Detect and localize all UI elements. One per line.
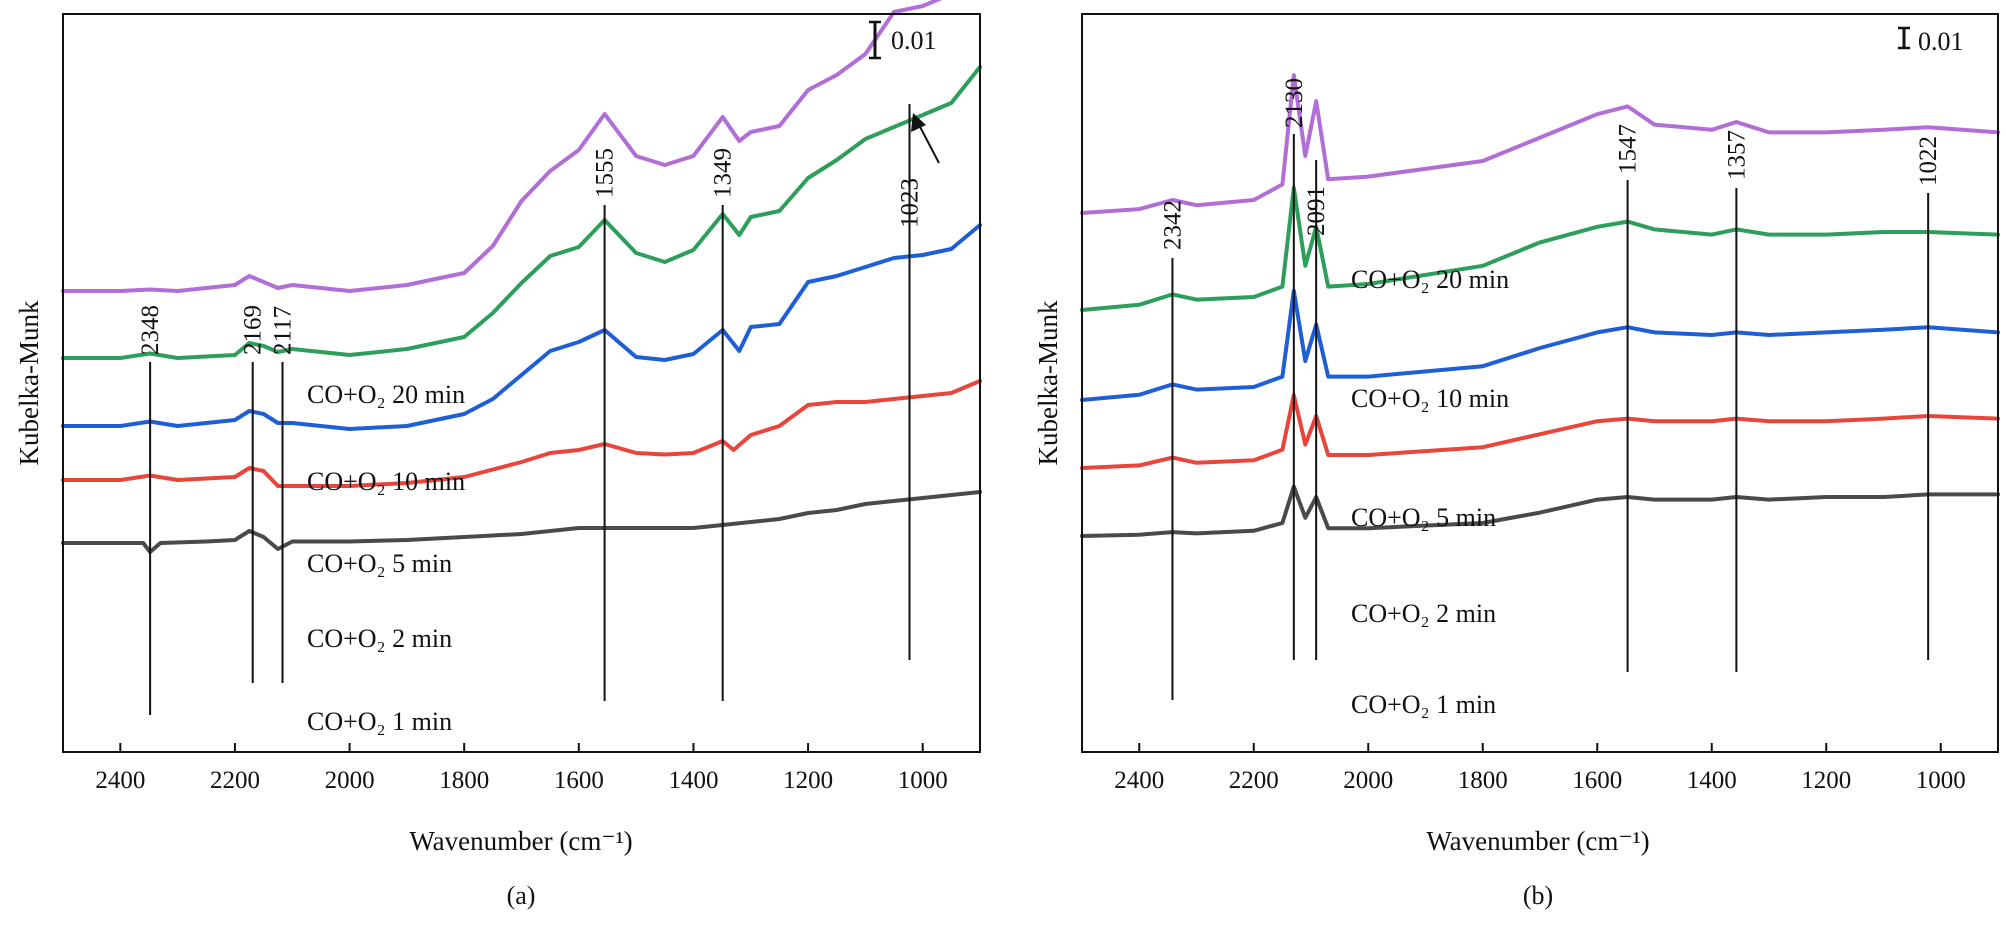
x-tick-label: 1200 [1801, 767, 1851, 794]
x-tick-label: 1800 [439, 767, 489, 794]
series-line [61, 379, 982, 488]
peak-label: 1349 [710, 148, 737, 198]
series-label: CO+O₂ 2 min [307, 624, 452, 653]
x-tick-label: 1200 [783, 767, 833, 794]
series-label: CO+O₂ 5 min [1351, 503, 1496, 532]
x-tick-label: 2400 [95, 767, 145, 794]
panel-a-x-ticks: 2400 2200 2000 1800 1600 1400 1200 1000 [95, 743, 948, 794]
panel-a-x-axis-title: Wavenumber (cm⁻¹) [409, 826, 632, 856]
panel-a-arrow [911, 113, 940, 164]
x-tick-label: 1600 [1572, 767, 1622, 794]
series-label: CO+O₂ 2 min [1351, 599, 1496, 628]
series-line [1080, 185, 2000, 312]
peak-label: 2342 [1159, 200, 1186, 250]
panel-b-scale-bar [1898, 26, 1910, 50]
peak-label: 1023 [897, 178, 924, 228]
panel-a-series [61, 0, 982, 554]
peak-label: 1547 [1615, 124, 1642, 174]
series-label: CO+O₂ 5 min [307, 549, 452, 578]
peak-label: 2130 [1281, 78, 1308, 128]
series-line [61, 223, 982, 431]
peak-label: 2348 [137, 305, 164, 355]
x-tick-label: 2000 [325, 767, 375, 794]
series-label: CO+O₂ 10 min [1351, 384, 1509, 413]
x-tick-label: 2400 [1114, 767, 1164, 794]
series-line [61, 65, 982, 360]
panel-b-peak-lines [1171, 134, 1930, 700]
series-line [1080, 484, 2000, 538]
panel-a-scale-bar [869, 20, 881, 60]
x-tick-label: 1000 [898, 767, 948, 794]
panel-b-scale-bar-label: 0.01 [1918, 27, 1964, 56]
peak-label: 1357 [1723, 130, 1750, 180]
peak-label: 2169 [240, 305, 267, 355]
x-tick-label: 1000 [1916, 767, 1966, 794]
x-tick-label: 2200 [210, 767, 260, 794]
series-label: CO+O₂ 10 min [307, 467, 465, 496]
series-line [1080, 73, 2000, 215]
series-label: CO+O₂ 1 min [1351, 690, 1496, 719]
panel-a-frame [62, 13, 981, 753]
panel-a-peak-lines [149, 104, 911, 715]
series-label: CO+O₂ 20 min [1351, 265, 1509, 294]
peak-label: 2117 [270, 306, 297, 355]
panel-b: 2400 2200 2000 1800 1600 1400 1200 1000 Wavenum… [1033, 13, 2000, 910]
panel-b-y-axis-title: Kubelka-Munk [1033, 300, 1063, 465]
peak-label: 2091 [1303, 186, 1330, 236]
x-tick-label: 1800 [1458, 767, 1508, 794]
series-label: CO+O₂ 1 min [307, 707, 452, 736]
peak-label: 1555 [592, 148, 619, 198]
series-line [1080, 288, 2000, 402]
panel-b-frame [1081, 13, 1999, 753]
x-tick-label: 1600 [554, 767, 604, 794]
panel-b-x-axis-title: Wavenumber (cm⁻¹) [1426, 826, 1649, 856]
panel-a: 2400 2200 2000 1800 1600 1400 1200 1000 Wavenum… [14, 0, 982, 910]
x-tick-label: 1400 [1687, 767, 1737, 794]
x-tick-label: 2200 [1229, 767, 1279, 794]
series-line [61, 490, 982, 554]
peak-label: 1022 [1915, 136, 1942, 186]
panel-a-y-axis-title: Kubelka-Munk [14, 300, 44, 465]
series-line [61, 0, 943, 293]
panel-a-sub-label: (a) [507, 881, 536, 910]
series-line [1080, 393, 2000, 470]
series-label: CO+O₂ 20 min [307, 380, 465, 409]
x-tick-label: 2000 [1343, 767, 1393, 794]
panel-b-series [1080, 73, 2000, 538]
panel-a-scale-bar-label: 0.01 [891, 26, 937, 55]
panel-b-sub-label: (b) [1523, 881, 1553, 910]
panel-b-x-ticks: 2400 2200 2000 1800 1600 1400 1200 1000 [1114, 743, 1966, 794]
x-tick-label: 1400 [668, 767, 718, 794]
